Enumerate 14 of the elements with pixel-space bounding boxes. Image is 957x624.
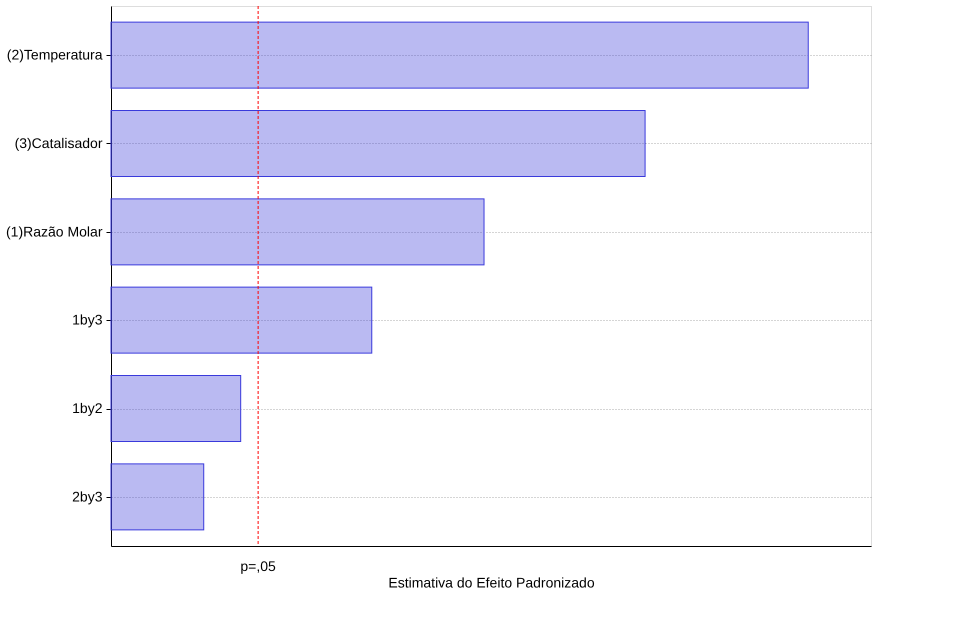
bar xyxy=(110,110,646,177)
y-tick-label: 1by3 xyxy=(72,312,103,328)
bar xyxy=(110,22,809,89)
y-tick-label: (2)Temperatura xyxy=(6,46,103,63)
y-tick-label: (1)Razão Molar xyxy=(6,223,103,240)
bar xyxy=(110,463,204,530)
y-tick-label: 1by2 xyxy=(72,400,103,416)
y-tick-label: (3)Catalisador xyxy=(14,135,103,151)
y-tick-label: 2by3 xyxy=(72,488,103,504)
ref-line-label: p=,05 xyxy=(240,558,276,574)
bar xyxy=(110,198,485,266)
bar xyxy=(110,286,372,354)
x-axis-title: Estimativa do Efeito Padronizado xyxy=(388,574,595,590)
bar xyxy=(110,375,242,442)
